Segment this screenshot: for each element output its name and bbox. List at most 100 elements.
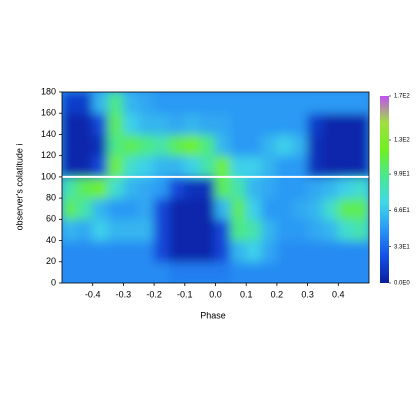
heatmap-cell (261, 112, 278, 135)
heatmap-cell (76, 92, 94, 114)
colorbar-tick-label: 9.9E1 (394, 172, 410, 178)
heatmap-cell (215, 133, 232, 157)
heatmap-cell (62, 240, 78, 263)
heatmap-cell (107, 218, 124, 242)
heatmap-cell (261, 176, 278, 199)
heatmap-cell (307, 133, 324, 157)
heatmap-cell (199, 240, 216, 263)
heatmap-cell (62, 155, 78, 178)
x-tick-label: 0.3 (301, 289, 314, 299)
heatmap-cell (107, 133, 124, 157)
heatmap-cell (153, 133, 170, 157)
heatmap-cell (122, 112, 140, 135)
x-tick-label: 0.1 (240, 289, 253, 299)
heatmap-cell (199, 261, 216, 283)
heatmap-cell (138, 133, 155, 157)
heatmap-cell (215, 155, 232, 178)
heatmap-cell (199, 218, 216, 242)
heatmap-cell (353, 261, 369, 283)
heatmap-cell (307, 112, 324, 135)
colorbar-tick-label: 1.7E2 (394, 94, 410, 100)
heatmap-cell (307, 197, 324, 220)
heatmap-cell (322, 261, 339, 283)
heatmap-cell (92, 197, 109, 220)
heatmap-cell (92, 218, 109, 242)
heatmap-cell (122, 261, 140, 283)
x-tick-label: 0.0 (209, 289, 222, 299)
heatmap-cell (337, 218, 355, 242)
heatmap-cell (276, 261, 293, 283)
heatmap-cell (138, 261, 155, 283)
x-tick-label: -0.4 (85, 289, 101, 299)
heatmap-cell (261, 218, 278, 242)
heatmap-cell (92, 133, 109, 157)
heatmap-cell (62, 133, 78, 157)
heatmap-cell (184, 133, 201, 157)
x-tick-label: 0.4 (332, 289, 345, 299)
heatmap-cell (107, 240, 124, 263)
heatmap-cell (138, 197, 155, 220)
heatmap-cell (276, 218, 293, 242)
heatmap-cell (122, 92, 140, 114)
heatmap-cell (353, 176, 369, 199)
heatmap-cell (322, 197, 339, 220)
heatmap-cell (322, 112, 339, 135)
heatmap-cell (153, 197, 170, 220)
heatmap-cell (230, 197, 247, 220)
heatmap-cell (353, 155, 369, 178)
heatmap-cell (307, 261, 324, 283)
heatmap-cell (76, 133, 94, 157)
heatmap-cell (353, 240, 369, 263)
heatmap-cell (168, 155, 186, 178)
heatmap-cell (92, 155, 109, 178)
heatmap-cell (153, 92, 170, 114)
heatmap-cell (322, 155, 339, 178)
heatmap-cell (337, 112, 355, 135)
heatmap-cell (107, 155, 124, 178)
heatmap-cell (62, 261, 78, 283)
heatmap-cell (276, 155, 293, 178)
heatmap-cell (307, 218, 324, 242)
axes: -0.4 -0.3 -0.2 -0.1 0.0 0.1 0.2 0.3 0.4 0 20 40 60 80… (41, 86, 370, 299)
heatmap-cell (291, 155, 309, 178)
heatmap-cell (230, 240, 247, 263)
heatmap-cell (62, 112, 78, 135)
heatmap-cell (291, 176, 309, 199)
x-tick-label: -0.1 (177, 289, 193, 299)
heatmap-cell (199, 176, 216, 199)
heatmap-cell (199, 197, 216, 220)
heatmap-cell (307, 176, 324, 199)
heatmap-cell (307, 155, 324, 178)
heatmap-cell (276, 112, 293, 135)
heatmap-cell (276, 176, 293, 199)
heatmap-cell (168, 133, 186, 157)
heatmap-cell (76, 261, 94, 283)
heatmap-cell (291, 92, 309, 114)
y-tick-label: 100 (41, 171, 56, 181)
heatmap-cell (62, 92, 78, 114)
heatmap-cell (322, 133, 339, 157)
heatmap-cell (337, 176, 355, 199)
x-tick-label: 0.2 (271, 289, 284, 299)
heatmap-cell (168, 176, 186, 199)
heatmap-cell (168, 261, 186, 283)
heatmap-cell (353, 133, 369, 157)
y-tick-label: 120 (41, 150, 56, 160)
y-tick-label: 140 (41, 129, 56, 139)
heatmap-cell (353, 112, 369, 135)
heatmap-cell (122, 240, 140, 263)
heatmap-cell (291, 261, 309, 283)
heatmap-cell (337, 240, 355, 263)
y-tick-label: 180 (41, 86, 56, 96)
heatmap-cell (122, 155, 140, 178)
heatmap-cell (107, 112, 124, 135)
heatmap-cell (337, 261, 355, 283)
heatmap-cell (138, 176, 155, 199)
heatmap (62, 92, 369, 283)
heatmap-cell (337, 92, 355, 114)
heatmap-cell (153, 155, 170, 178)
heatmap-cell (168, 92, 186, 114)
heatmap-cell (245, 197, 263, 220)
heatmap-cell (184, 261, 201, 283)
heatmap-cell (307, 92, 324, 114)
